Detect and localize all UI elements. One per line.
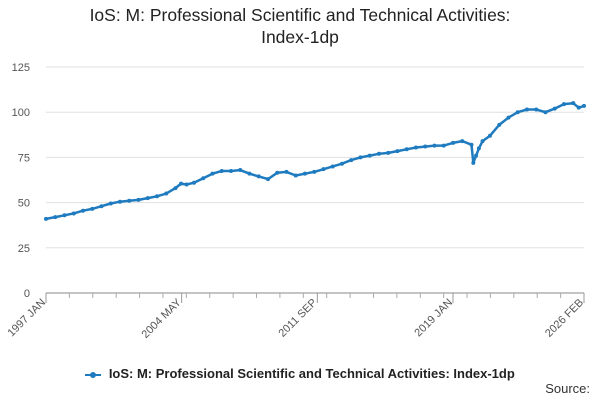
- data-point: [506, 115, 511, 120]
- x-tick-label: 2019 JAN: [412, 297, 455, 340]
- data-point: [561, 102, 566, 107]
- data-point: [441, 143, 446, 148]
- y-tick-label: 25: [18, 243, 30, 255]
- data-point: [432, 143, 437, 148]
- data-point: [108, 201, 113, 206]
- data-point: [358, 155, 363, 160]
- data-point: [164, 191, 169, 196]
- data-point: [302, 171, 307, 176]
- legend-label: IoS: M: Professional Scientific and Tech…: [108, 366, 515, 381]
- data-point: [275, 170, 280, 175]
- data-point: [201, 176, 206, 181]
- data-point: [145, 196, 150, 201]
- data-point: [386, 150, 391, 155]
- data-point: [247, 171, 252, 176]
- data-point: [460, 139, 465, 144]
- data-point: [450, 140, 455, 145]
- y-tick-label: 75: [18, 152, 30, 164]
- data-point: [265, 177, 270, 182]
- data-point: [179, 181, 184, 186]
- x-tick-label: 2026 FEB: [543, 297, 586, 340]
- data-point: [210, 171, 215, 176]
- data-point: [62, 213, 67, 218]
- data-point: [228, 168, 233, 173]
- legend-marker-icon: [85, 370, 102, 380]
- data-point: [293, 173, 298, 178]
- data-point: [404, 147, 409, 152]
- data-point: [191, 180, 196, 185]
- data-point: [330, 164, 335, 169]
- data-point: [367, 153, 372, 158]
- data-point: [219, 168, 224, 173]
- data-point: [487, 133, 492, 138]
- data-point: [413, 145, 418, 150]
- data-point: [256, 174, 261, 179]
- x-tick-label: 2004 MAY: [140, 296, 185, 341]
- data-point: [576, 105, 581, 110]
- data-point: [173, 186, 178, 191]
- data-point: [117, 199, 122, 204]
- data-point: [349, 158, 354, 163]
- data-point: [321, 167, 326, 172]
- data-point: [312, 169, 317, 174]
- x-tick-label: 2011 SEP: [276, 297, 319, 340]
- source-label: Source:: [545, 381, 590, 396]
- data-point: [99, 204, 104, 209]
- data-point: [524, 107, 529, 112]
- data-point: [571, 101, 576, 106]
- data-point: [471, 160, 476, 165]
- series-line: [45, 101, 585, 221]
- data-point: [476, 146, 481, 151]
- data-point: [552, 106, 557, 111]
- y-tick-label: 125: [12, 62, 30, 74]
- data-point: [238, 168, 243, 173]
- data-point: [136, 197, 141, 202]
- data-point: [53, 215, 58, 220]
- y-tick-label: 0: [24, 288, 30, 300]
- legend[interactable]: IoS: M: Professional Scientific and Tech…: [0, 366, 600, 381]
- data-point: [376, 151, 381, 156]
- data-point: [184, 182, 189, 187]
- data-point: [474, 153, 479, 158]
- data-point: [543, 110, 548, 115]
- data-point: [339, 161, 344, 166]
- chart-title-line-1: IoS: M: Professional Scientific and Tech…: [89, 5, 511, 25]
- data-point: [480, 139, 485, 144]
- data-point: [534, 107, 539, 112]
- data-point: [154, 194, 159, 199]
- chart-title: IoS: M: Professional Scientific and Tech…: [0, 4, 600, 48]
- x-tick-label: 1997 JAN: [5, 297, 48, 340]
- data-point: [395, 149, 400, 154]
- data-point: [497, 122, 502, 127]
- data-point: [469, 142, 474, 147]
- y-tick-label: 100: [12, 107, 30, 119]
- data-point: [127, 198, 132, 203]
- chart-title-line-2: Index-1dp: [261, 27, 339, 47]
- data-point: [90, 206, 95, 211]
- data-point: [44, 216, 48, 221]
- data-point: [80, 208, 85, 213]
- data-point: [423, 144, 428, 149]
- y-tick-label: 50: [18, 198, 30, 210]
- data-point: [284, 169, 289, 174]
- data-point: [71, 211, 76, 216]
- data-point: [582, 103, 586, 108]
- data-point: [515, 110, 520, 115]
